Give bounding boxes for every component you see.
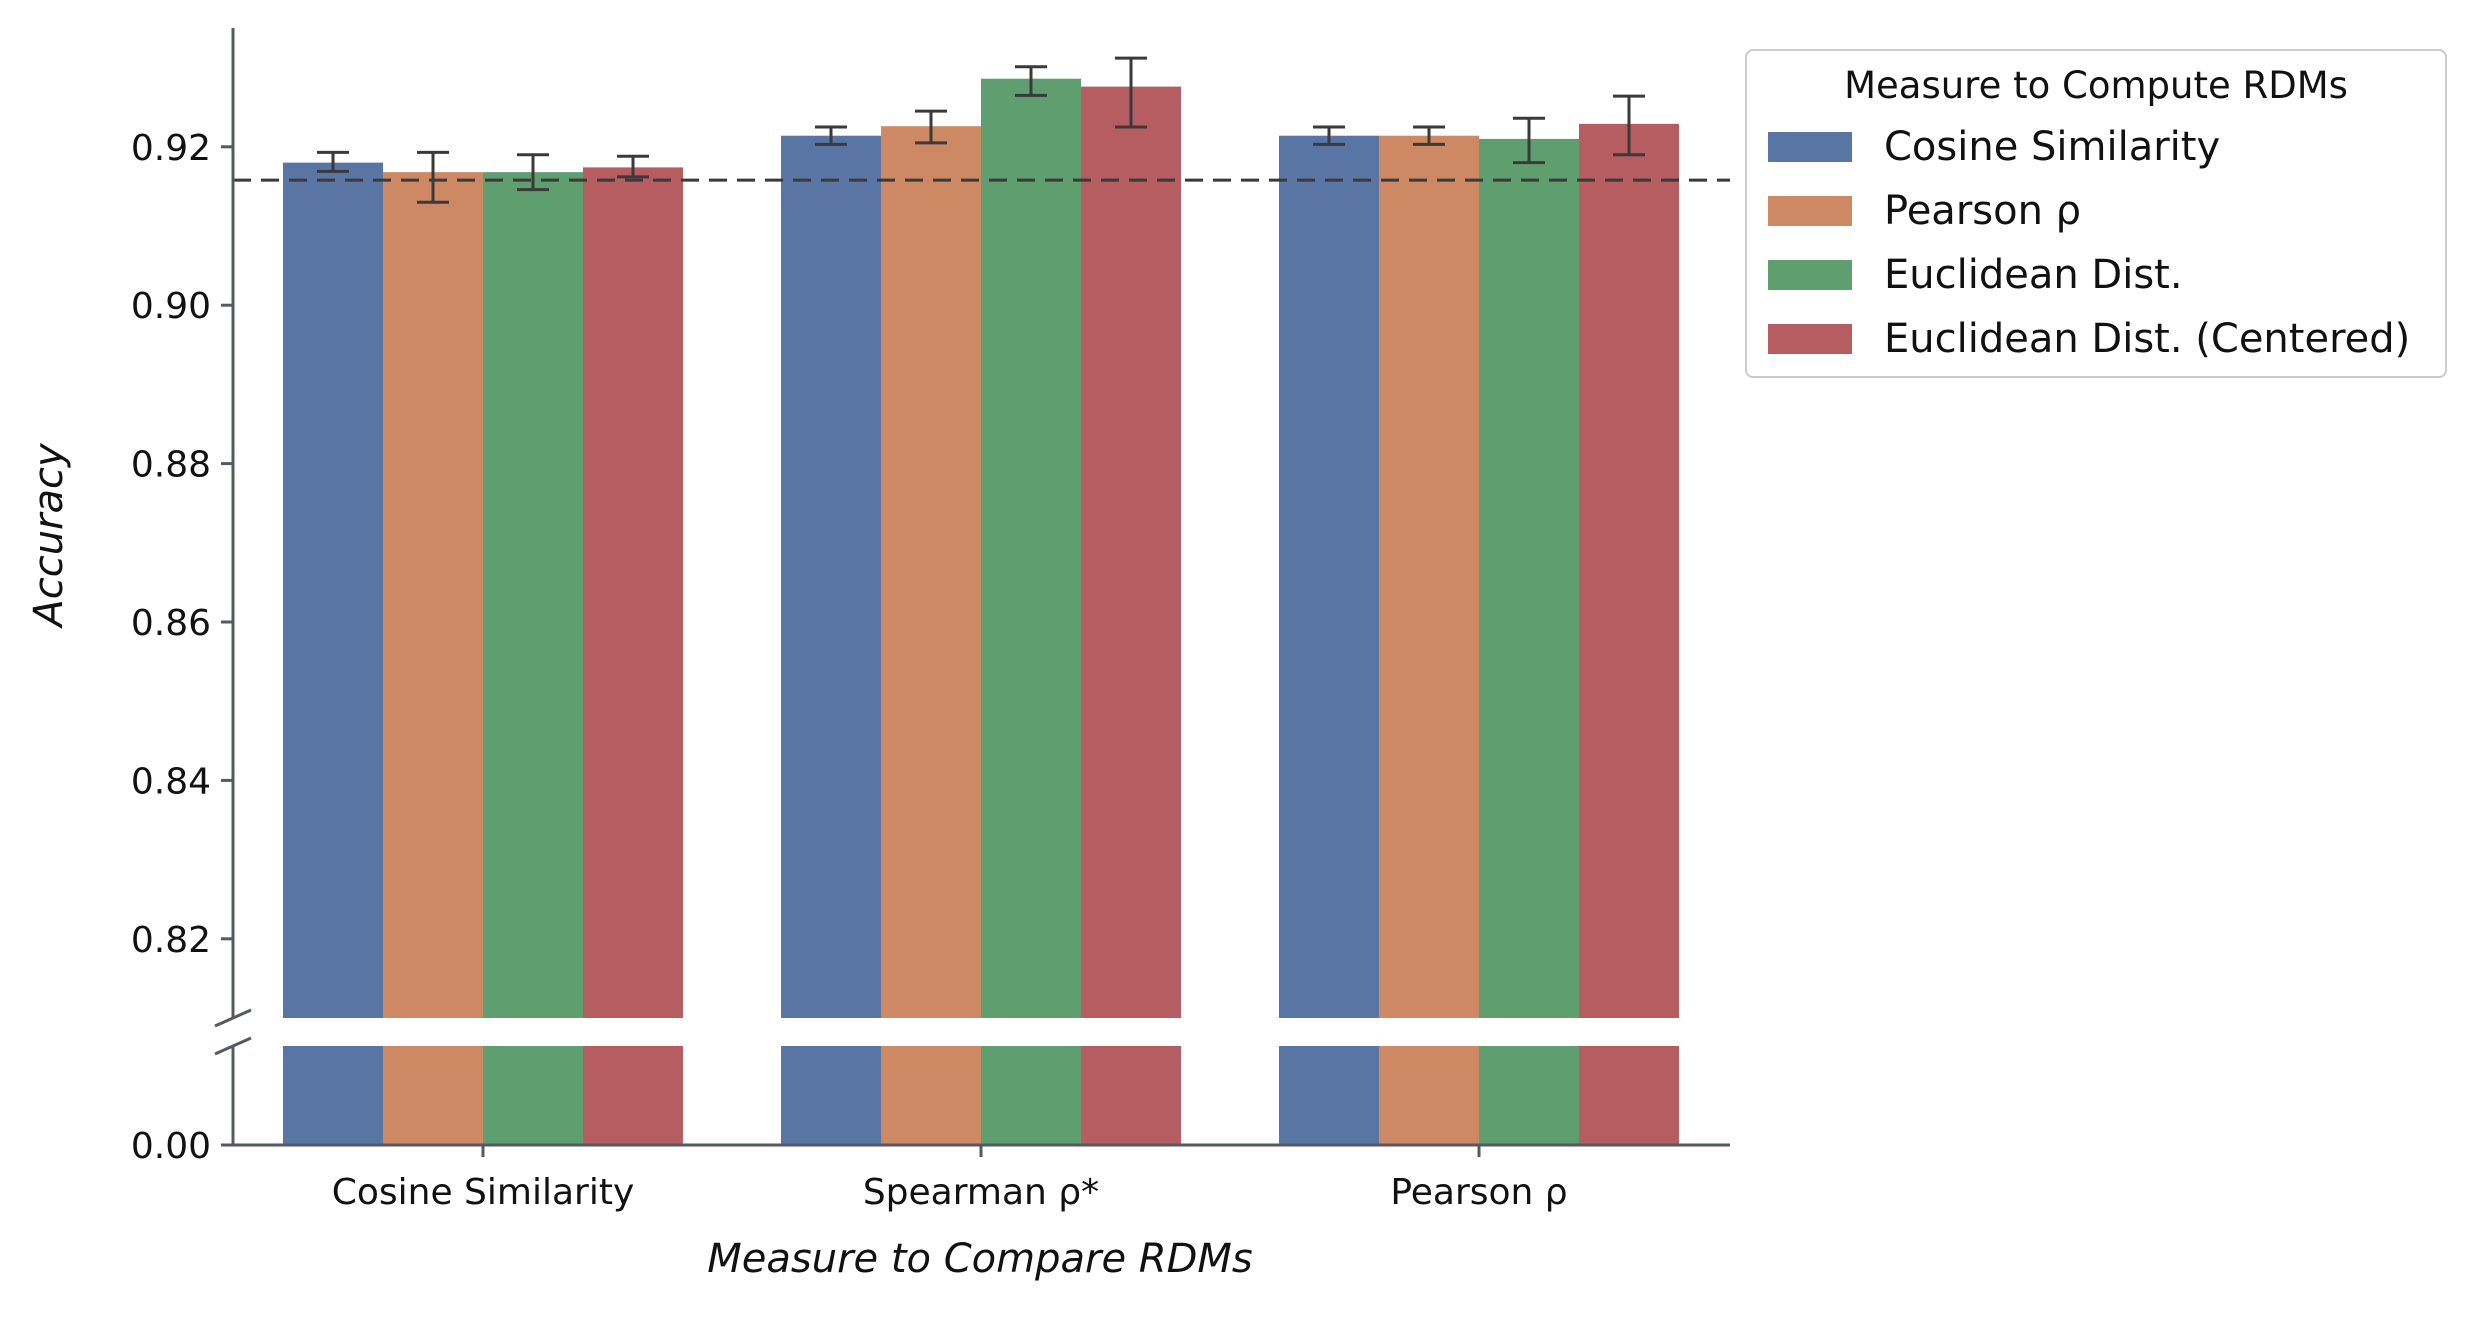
bar-upper: [1579, 123, 1679, 1018]
bar-lower: [483, 1046, 583, 1145]
legend-label: Pearson ρ: [1884, 188, 2081, 234]
bar-upper: [1479, 138, 1579, 1018]
legend-frame: [1745, 49, 2447, 378]
legend-entries: Cosine Similarity Pearson ρ Euclidean Dist…: [1768, 124, 2410, 362]
bar-upper: [383, 172, 483, 1019]
x-axis-label: Measure to Compare RDMs: [707, 1236, 1252, 1282]
bar-lower: [283, 1046, 383, 1145]
y-tick-label: 0.92: [131, 128, 211, 169]
bar-upper: [1379, 135, 1479, 1018]
bar-lower: [583, 1046, 683, 1145]
bar-lower: [1379, 1046, 1479, 1145]
bar-lower: [1081, 1046, 1181, 1145]
bar-upper: [583, 167, 683, 1019]
legend-label: Euclidean Dist.: [1884, 252, 2183, 298]
y-tick-label: 0.00: [131, 1126, 211, 1167]
legend-label: Euclidean Dist. (Centered): [1884, 316, 2410, 362]
bar-lower: [383, 1046, 483, 1145]
legend-swatch: [1768, 196, 1852, 226]
bar-lower: [981, 1046, 1081, 1145]
bar-upper: [881, 126, 981, 1018]
bars-upper-segment: [283, 78, 1679, 1019]
bar-upper: [1279, 135, 1379, 1018]
bar-lower: [781, 1046, 881, 1145]
bar-upper: [781, 135, 881, 1018]
y-tick-label: 0.88: [131, 445, 211, 486]
bar-lower: [881, 1046, 981, 1145]
x-tick-label: Spearman ρ*: [863, 1172, 1099, 1213]
legend-swatch: [1768, 324, 1852, 354]
x-tick-label: Pearson ρ: [1390, 1172, 1567, 1213]
bar-lower: [1279, 1046, 1379, 1145]
y-tick-label: 0.90: [131, 286, 211, 327]
bar-lower: [1579, 1046, 1679, 1145]
legend: Measure to Compute RDMs Cosine Similarit…: [1745, 49, 2447, 378]
legend-label: Cosine Similarity: [1884, 124, 2220, 170]
bar-upper: [283, 162, 383, 1018]
y-tick-label: 0.86: [131, 603, 211, 644]
legend-swatch: [1768, 260, 1852, 290]
y-ticks: 0.82 0.84 0.86 0.88 0.90 0.92 0.00: [131, 128, 233, 1167]
legend-swatch: [1768, 132, 1852, 162]
y-tick-label: 0.82: [131, 920, 211, 961]
legend-title: Measure to Compute RDMs: [1844, 64, 2348, 107]
x-ticks: Cosine Similarity Spearman ρ* Pearson ρ: [332, 1145, 1568, 1213]
bar-upper: [1081, 86, 1181, 1018]
bars-lower-segment: [283, 1046, 1679, 1145]
y-tick-label: 0.84: [131, 761, 211, 802]
axis-break-mark-lower: [214, 1036, 252, 1056]
axis-break-mark-upper: [214, 1008, 252, 1028]
bar-upper: [981, 78, 1081, 1019]
x-tick-label: Cosine Similarity: [332, 1172, 635, 1213]
error-bars: [317, 56, 1645, 204]
y-axis-label: Accuracy: [26, 442, 72, 630]
bar-lower: [1479, 1046, 1579, 1145]
bar-upper: [483, 172, 583, 1019]
